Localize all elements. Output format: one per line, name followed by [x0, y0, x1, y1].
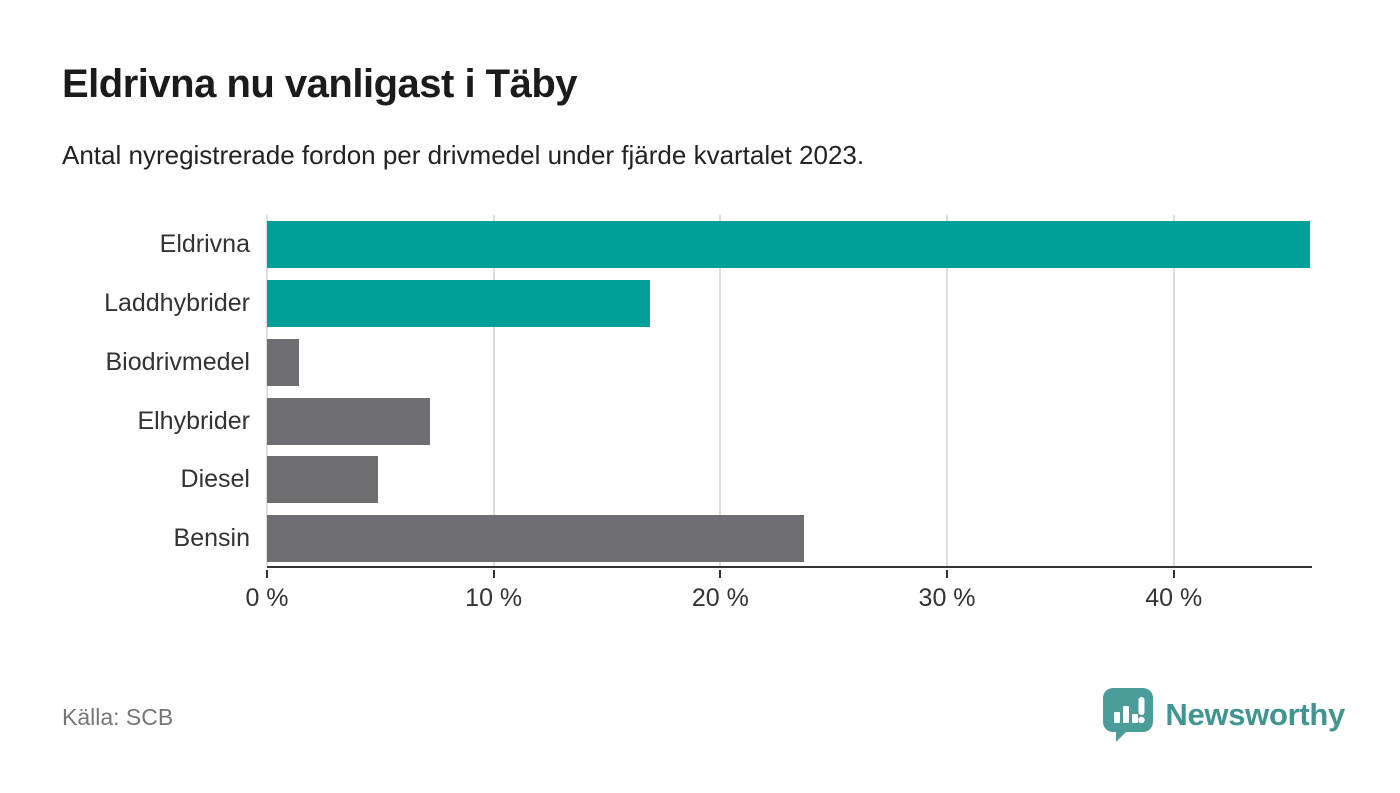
bar-row-diesel — [267, 450, 1312, 509]
y-axis-label-eldrivna: Eldrivna — [159, 230, 250, 258]
chart-subtitle: Antal nyregistrerade fordon per drivmede… — [62, 140, 865, 170]
bar-eldrivna — [267, 221, 1310, 268]
bar-row-laddhybrider — [267, 274, 1312, 333]
x-tick-label: 20 % — [691, 584, 749, 612]
source-text: Källa: SCB — [62, 704, 174, 730]
x-tick-30 — [946, 570, 949, 578]
bar-elhybrider — [267, 397, 431, 445]
y-axis-label-biodrivmedel: Biodrivmedel — [105, 347, 250, 376]
x-tick-label: 10 % — [465, 584, 523, 612]
bar-row-bensin — [267, 509, 1312, 568]
y-axis-label-bensin: Bensin — [173, 524, 250, 553]
gridline-20 — [719, 215, 722, 566]
bar-diesel — [267, 456, 379, 504]
x-tick-20 — [719, 570, 722, 578]
chart-title: Eldrivna nu vanligast i Täby — [62, 62, 578, 106]
y-axis-labels: Eldrivna Laddhybrider Biodrivmedel Elhybrid… — [0, 215, 250, 568]
bar-biodrivmedel — [267, 338, 299, 386]
y-axis-label-diesel: Diesel — [180, 465, 250, 494]
brand-name: Newsworthy — [1165, 697, 1345, 732]
gridline-30 — [946, 215, 949, 566]
x-tick-label: 30 % — [918, 584, 976, 612]
x-tick-label: 0 % — [245, 584, 289, 612]
bar-laddhybrider — [267, 279, 651, 327]
gridline-0 — [266, 215, 268, 566]
x-tick-10 — [492, 570, 495, 578]
y-axis-label-elhybrider: Elhybrider — [137, 406, 250, 435]
bar-row-elhybrider — [267, 392, 1312, 451]
bar-row-biodrivmedel — [267, 333, 1312, 392]
y-axis-label-laddhybrider: Laddhybrider — [104, 288, 250, 317]
x-tick-40 — [1172, 570, 1175, 578]
brand-lockup: Newsworthy — [1103, 688, 1345, 742]
newsworthy-logo-icon — [1103, 688, 1154, 742]
x-tick-label: 40 % — [1145, 584, 1203, 612]
bar-bensin — [267, 515, 805, 563]
bar-row-eldrivna — [267, 215, 1312, 274]
bar-chart-plot: 0 % 10 % 20 % 30 % 40 % — [245, 215, 1312, 612]
gridline-10 — [492, 215, 495, 566]
gridline-40 — [1172, 215, 1175, 566]
x-tick-0 — [266, 570, 268, 578]
